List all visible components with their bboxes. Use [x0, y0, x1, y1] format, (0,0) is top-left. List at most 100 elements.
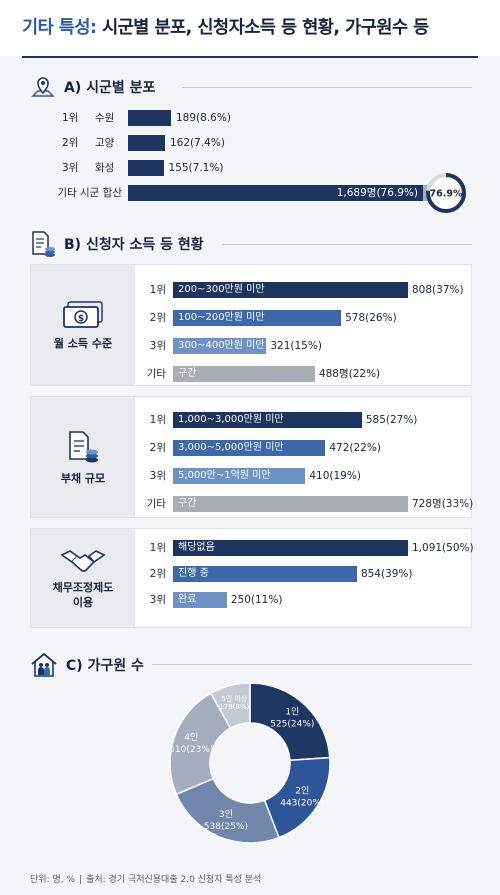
- donut-slice: [249, 682, 331, 762]
- row-bar: [173, 310, 342, 326]
- group-label-debt: 부채 규모: [60, 471, 106, 485]
- footer-source: 출처: 경기 극저신용대출 2.0 신청자 특성 분석: [86, 875, 262, 885]
- region-name: 기타 시군 합산: [57, 187, 122, 199]
- region-rank: 2위: [62, 137, 79, 149]
- household-donut-chart: 1인 525(24%) 2인 443(20%) 3인 538(25%) 4인 510(23%)…: [169, 682, 331, 844]
- region-name: 화성: [95, 162, 115, 174]
- region-bar: [128, 110, 171, 126]
- row-bar: [173, 338, 267, 354]
- row-rank: 1위: [149, 284, 166, 296]
- region-value: 189(8.6%): [176, 112, 231, 124]
- row-rank: 1위: [149, 542, 166, 554]
- row-bar: [173, 468, 306, 484]
- region-value: 155(7.1%): [168, 162, 224, 174]
- row-band-label: 1,000~3,000만원 미만: [178, 414, 284, 425]
- row-rank: 2위: [149, 312, 166, 324]
- header-rule: [22, 56, 478, 58]
- row-bar: [173, 366, 315, 382]
- panel-side-debt: 부채 규모: [31, 397, 135, 517]
- section-b-title: B) 신청자 소득 등 현황: [30, 230, 204, 258]
- page-header: 기타 특성: 시군별 분포, 신청자소득 등 현황, 가구원수 등: [0, 0, 500, 56]
- donut-value-label: 179(8%): [219, 703, 249, 711]
- donut-slice: [209, 682, 251, 730]
- row-rank: 기타: [146, 498, 166, 510]
- row-bar: [173, 412, 362, 428]
- row-rank: 3위: [149, 594, 166, 606]
- document-coins-icon: [32, 231, 55, 257]
- panel-side-adjustment: 채무조정제도 이용: [31, 529, 135, 627]
- row-value: 250(11%): [230, 594, 283, 606]
- map-pin-icon: [31, 77, 55, 97]
- footer-unit: 단위: 명, %: [30, 875, 76, 885]
- handshake-icon: [60, 550, 106, 572]
- donut-category-label: 3인: [219, 809, 233, 820]
- donut-category-label: 2인: [295, 785, 309, 796]
- row-bar: [173, 496, 408, 512]
- title-text: 시군별 분포, 신청자소득 등 현황, 가구원수 등: [102, 18, 429, 38]
- donut-category-label: 1인: [285, 707, 299, 718]
- section-a-title-text: A) 시군별 분포: [64, 80, 156, 96]
- row-rank: 기타: [146, 368, 166, 380]
- panel-side-income: $ 월 소득 수준: [31, 265, 135, 385]
- row-value: 728명(33%): [412, 498, 474, 510]
- donut-value-label: 443(20%): [280, 798, 324, 808]
- ring-label: 76.9%: [430, 189, 463, 200]
- row-rank: 2위: [149, 442, 166, 454]
- svg-text:$: $: [78, 314, 84, 324]
- row-bar: [173, 440, 326, 456]
- row-bar: [173, 282, 408, 298]
- region-rank: 1위: [62, 112, 79, 124]
- section-b-title-text: B) 신청자 소득 등 현황: [64, 237, 204, 253]
- row-value: 488명(22%): [318, 368, 381, 380]
- row-value: 410(19%): [309, 470, 361, 482]
- row-value: 585(27%): [365, 414, 418, 426]
- row-band-label: 300~400만원 미만: [178, 340, 265, 351]
- title-accent: 기타 특성:: [22, 18, 97, 38]
- row-band-label: 3,000~5,000만원 미만: [178, 442, 284, 453]
- row-band-label: 완료: [178, 594, 197, 605]
- row-value: 854(39%): [360, 568, 413, 580]
- row-value: 1,091(50%): [412, 542, 474, 554]
- row-band-label: 진행 중: [178, 568, 209, 579]
- region-bar: [128, 160, 164, 176]
- row-bar: [173, 540, 408, 556]
- donut-slice: [175, 777, 280, 844]
- footer-separator: |: [79, 875, 83, 885]
- row-band-label: 5,000만~1억원 미만: [178, 470, 271, 481]
- row-bar: [173, 566, 357, 582]
- ring-fill: [426, 173, 466, 213]
- row-value: 472(22%): [329, 442, 381, 454]
- row-rank: 1위: [149, 414, 166, 426]
- row-rank: 3위: [149, 340, 166, 352]
- region-name: 수원: [95, 112, 115, 124]
- other-regions-ring: 76.9%: [426, 173, 466, 213]
- row-band-label: 100~200만원 미만: [178, 312, 265, 323]
- donut-category-label: 4인: [184, 732, 198, 743]
- donut-value-label: 538(25%): [204, 822, 248, 832]
- row-band-label: 구간: [178, 368, 197, 379]
- donut-category-label: 5인 이상: [221, 694, 248, 703]
- row-rank: 3위: [149, 470, 166, 482]
- donut-value-label: 525(24%): [270, 720, 314, 730]
- debt-document-icon: [69, 430, 98, 462]
- row-value: 578(26%): [345, 312, 397, 324]
- section-a-divider: [182, 87, 472, 88]
- region-value: 1,689명(76.9%): [336, 187, 418, 199]
- row-band-label: 구간: [178, 498, 197, 509]
- footer: 단위: 명, % | 출처: 경기 극저신용대출 2.0 신청자 특성 분석: [30, 872, 261, 885]
- row-band-label: 해당없음: [178, 542, 215, 553]
- row-value: 808(37%): [412, 284, 464, 296]
- row-band-label: 200~300만원 미만: [178, 284, 265, 295]
- section-c-divider: [152, 664, 472, 665]
- row-bar: [173, 592, 227, 608]
- region-bar: [128, 185, 423, 201]
- region-rank: 3위: [62, 162, 79, 174]
- house-family-icon: [31, 652, 57, 677]
- row-rank: 2위: [149, 568, 166, 580]
- region-name: 고양: [95, 137, 115, 149]
- row-value: 321(15%): [270, 340, 322, 352]
- section-b-divider: [222, 244, 472, 245]
- group-label-income: 월 소득 수준: [53, 336, 113, 350]
- section-a-title: A) 시군별 분포: [30, 74, 155, 100]
- money-bill-icon: $: [63, 300, 103, 328]
